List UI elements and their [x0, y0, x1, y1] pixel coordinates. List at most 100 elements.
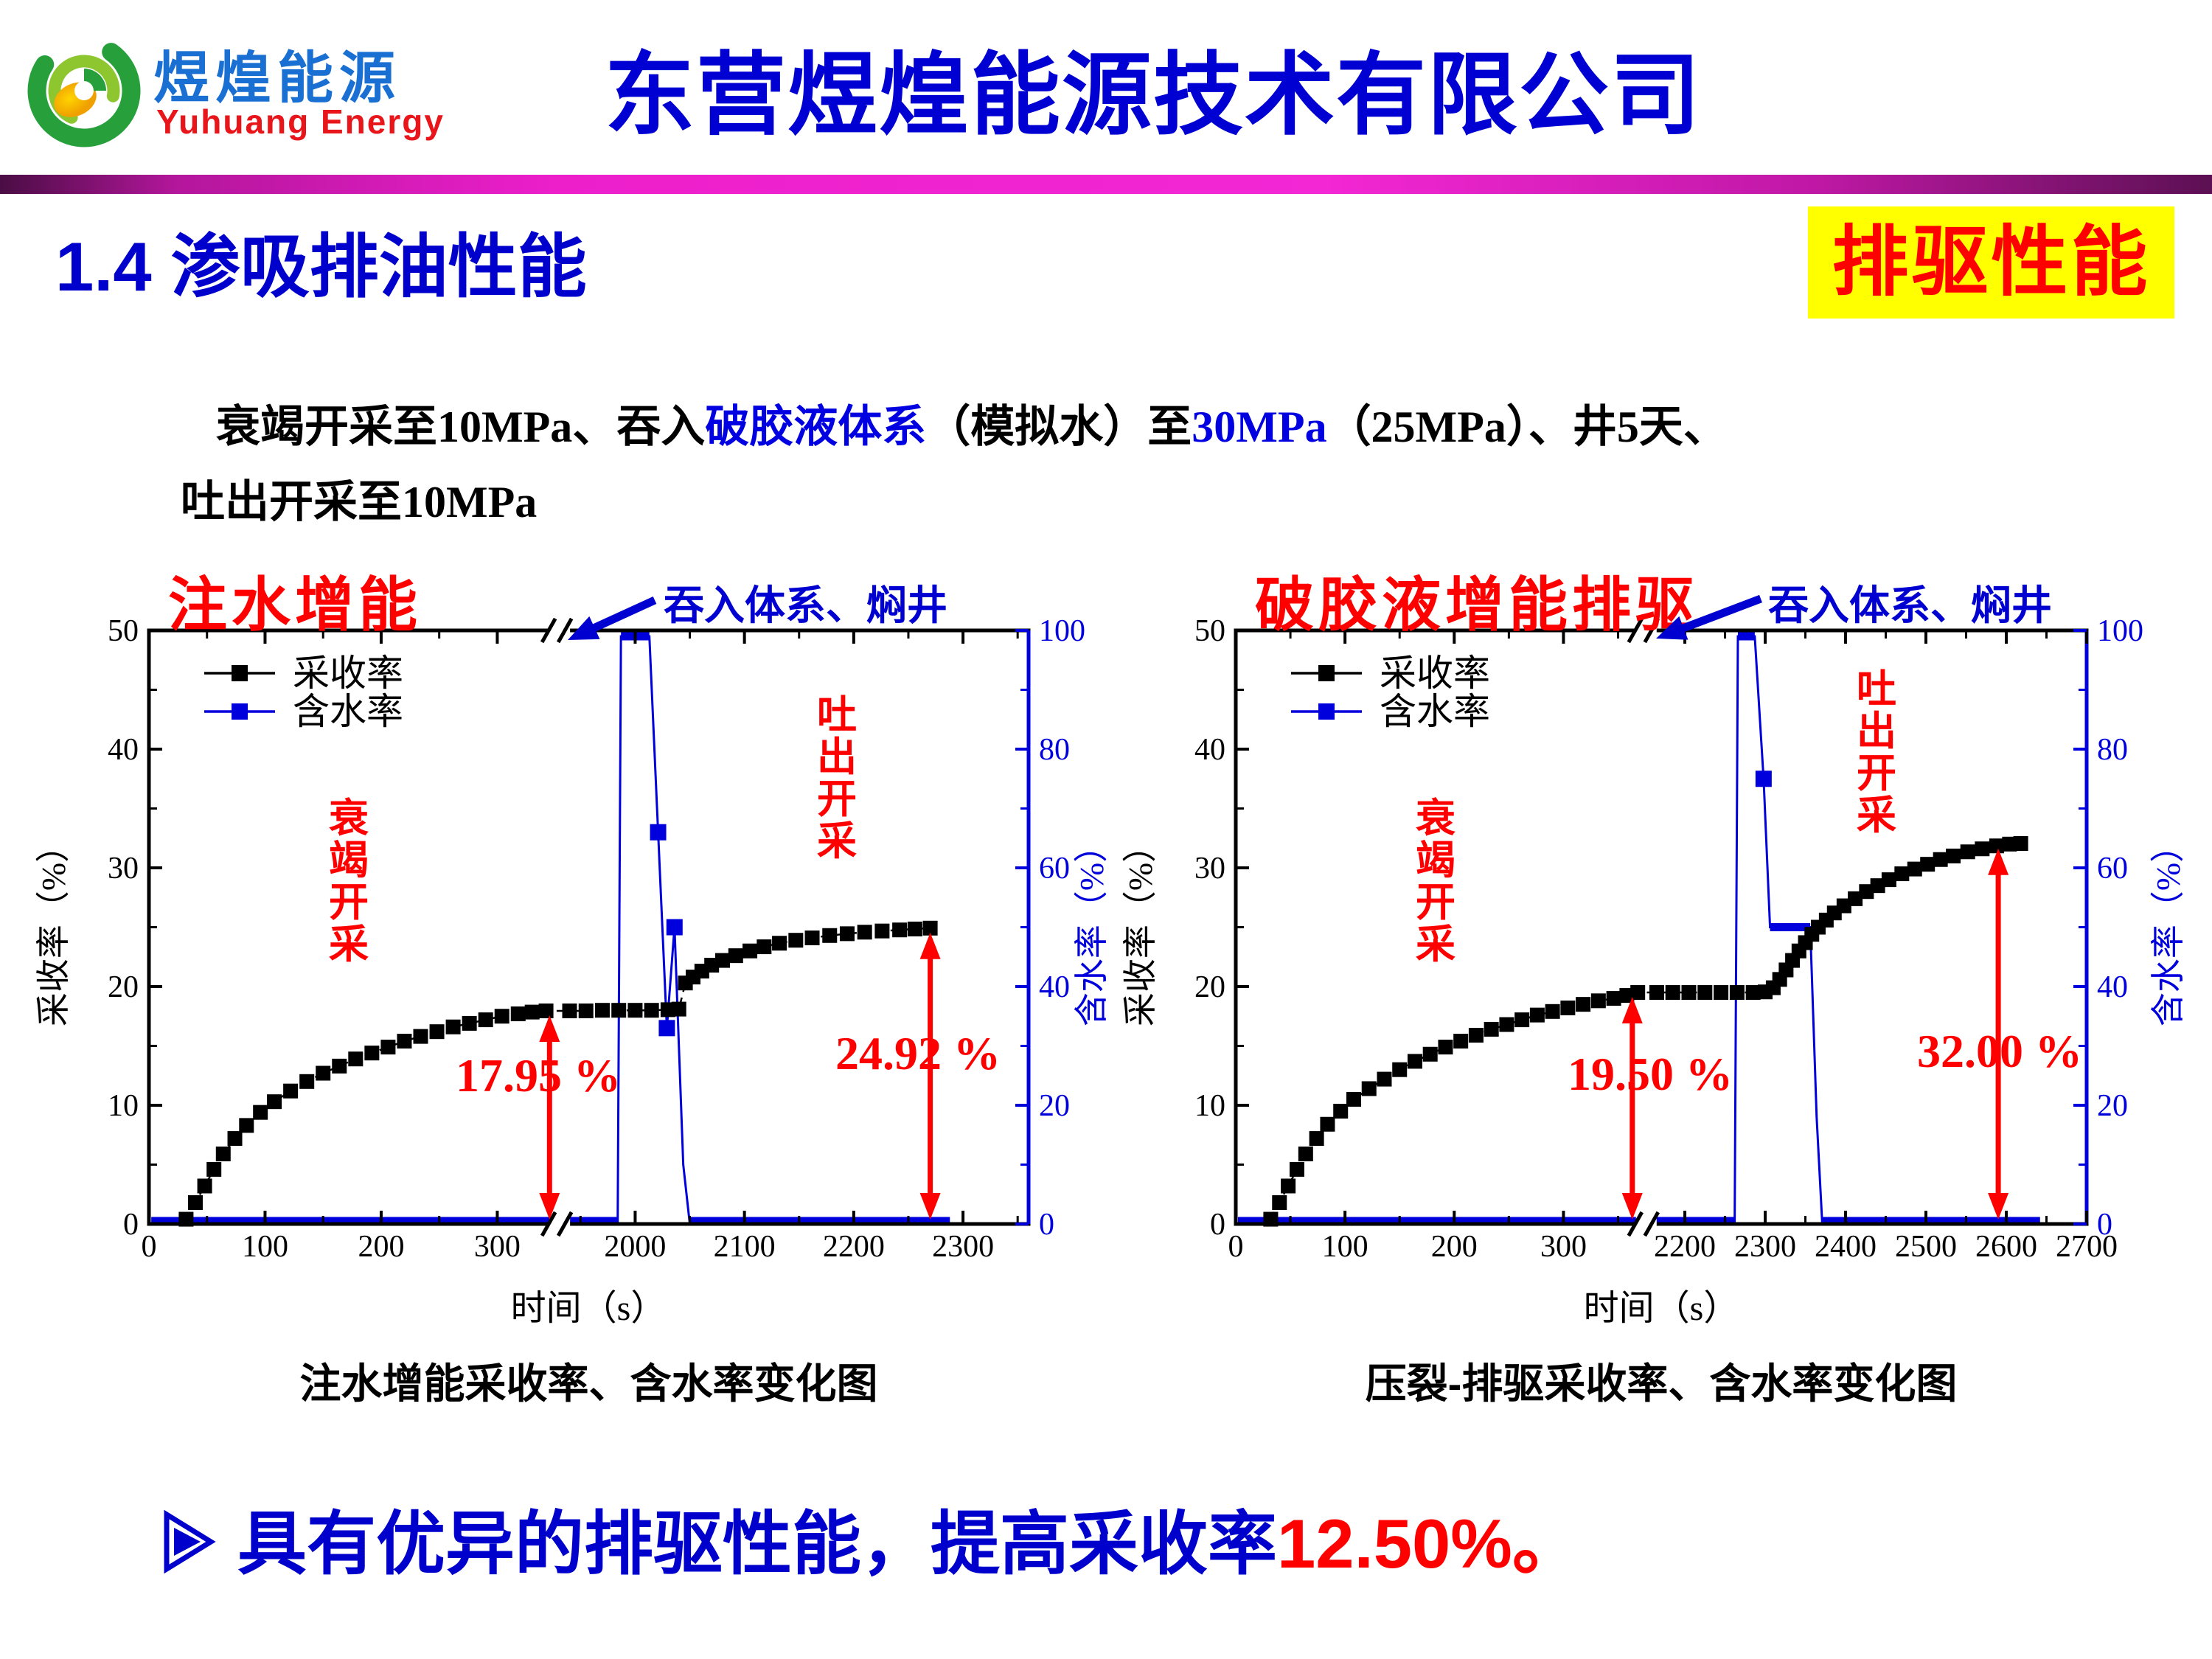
svg-text:50: 50: [1194, 614, 1225, 648]
svg-text:20: 20: [1194, 970, 1225, 1004]
svg-text:17.95 %: 17.95 %: [456, 1049, 621, 1102]
chart-stage-title: 注水增能: [168, 572, 422, 638]
svg-text:2600: 2600: [1975, 1230, 2037, 1264]
svg-text:时间（s）: 时间（s）: [1584, 1289, 1739, 1328]
intro-segment: 衰竭开采至10MPa、吞入: [216, 403, 706, 451]
svg-text:30: 30: [1194, 852, 1225, 886]
svg-text:含水率（%）: 含水率（%）: [1073, 829, 1110, 1026]
svg-text:2300: 2300: [1734, 1230, 1796, 1264]
series-water-content: [1237, 632, 2040, 1225]
chart-left: 0 100 200 300 2000 2100 2200 2300时间（s）010203040…: [35, 572, 1110, 1328]
svg-text:2500: 2500: [1895, 1230, 1957, 1264]
svg-text:采收率（%）: 采收率（%）: [35, 829, 72, 1026]
svg-text:10: 10: [1194, 1089, 1225, 1123]
x-axis: 0 100 200 300 2000 2100 2200 2300 时间（s）: [142, 630, 1019, 1328]
svg-text:0: 0: [1228, 1230, 1244, 1264]
intro-line-1: 衰竭开采至10MPa、吞入破胶液体系（模拟水）至30MPa（25MPa）、井5天…: [181, 389, 1877, 465]
svg-text:20: 20: [108, 970, 139, 1004]
svg-text:200: 200: [358, 1230, 404, 1264]
company-title: 东营煜煌能源技术有限公司: [605, 45, 1702, 145]
svg-text:时间（s）: 时间（s）: [511, 1289, 667, 1328]
svg-text:40: 40: [1039, 970, 1070, 1004]
y-axis-water: 0 20 40 60 80 100 含水率（%）: [2073, 614, 2187, 1242]
x-axis: 0 100 200 300 2200 2300 2400 2500 2600 2700 时间（s）: [1228, 630, 2118, 1328]
stage-label: 吐出开采: [1857, 667, 1896, 838]
svg-text:含水率（%）: 含水率（%）: [2149, 829, 2187, 1026]
svg-text:60: 60: [2097, 852, 2128, 886]
svg-text:含水率: 含水率: [1380, 691, 1490, 732]
svg-text:0: 0: [2097, 1208, 2112, 1242]
svg-text:2400: 2400: [1815, 1230, 1877, 1264]
y-axis-recovery: 0 10 20 30 40 50 采收率（%）: [35, 614, 162, 1242]
chart-right: 0 100 200 300 2200 2300 2400 2500 2600 2700时间（s）0…: [1121, 572, 2187, 1328]
svg-text:0: 0: [1210, 1208, 1225, 1242]
value-annotation: 17.95 %: [456, 1015, 621, 1220]
svg-text:24.92 %: 24.92 %: [835, 1027, 1001, 1079]
value-annotation: 19.50 %: [1568, 997, 1733, 1220]
intro-paragraph: 衰竭开采至10MPa、吞入破胶液体系（模拟水）至30MPa（25MPa）、井5天…: [181, 389, 1877, 540]
conclusion-text: 具有优异的排驱性能，提高采收率: [237, 1505, 1278, 1582]
svg-text:2700: 2700: [2056, 1230, 2118, 1264]
svg-text:20: 20: [1039, 1089, 1070, 1123]
conclusion-line: 具有优异的排驱性能，提高采收率12.50%。: [164, 1488, 1582, 1588]
intro-segment: （25MPa）、井5天、: [1326, 403, 1728, 451]
series-water-content: [151, 632, 950, 1225]
svg-text:2200: 2200: [823, 1230, 885, 1264]
value-annotation: 24.92 %: [835, 932, 1001, 1220]
svg-text:含水率: 含水率: [293, 691, 403, 732]
svg-text:2200: 2200: [1654, 1230, 1716, 1264]
svg-text:40: 40: [2097, 970, 2128, 1004]
svg-text:80: 80: [2097, 733, 2128, 767]
svg-text:20: 20: [2097, 1089, 2128, 1123]
value-annotation: 32.00 %: [1917, 848, 2082, 1220]
callout-imbibition: 吞入体系、焖井: [568, 582, 947, 640]
logo-chinese-name: 煜煌能源: [153, 47, 401, 110]
intro-line-2: 吐出开采至10MPa: [181, 478, 538, 526]
svg-text:32.00 %: 32.00 %: [1917, 1025, 2082, 1077]
header-divider-bar: [0, 175, 2212, 194]
logo-english-name: Yuhuang Energy: [156, 102, 445, 141]
svg-text:2300: 2300: [932, 1230, 994, 1264]
company-logo-icon: [27, 34, 141, 147]
y-axis-recovery: 0 10 20 30 40 50 采收率（%）: [1121, 614, 1249, 1242]
intro-segment: 破胶液体系: [705, 403, 927, 451]
y-axis-water: 0 20 40 60 80 100 含水率（%）: [1015, 614, 1110, 1242]
svg-text:200: 200: [1431, 1230, 1478, 1264]
left-chart-caption: 注水增能采收率、含水率变化图: [299, 1360, 878, 1407]
charts-canvas: 0 100 200 300 2000 2100 2200 2300时间（s）010203040…: [35, 572, 2187, 1328]
series-recovery-rate: [1263, 835, 2028, 1227]
plot-frame: [1234, 617, 2089, 1237]
svg-text:采收率: 采收率: [293, 653, 403, 694]
svg-text:50: 50: [108, 614, 139, 648]
svg-text:吞入体系、焖井: 吞入体系、焖井: [664, 582, 947, 628]
right-chart-caption: 压裂-排驱采收率、含水率变化图: [1365, 1360, 1958, 1407]
svg-text:0: 0: [123, 1208, 139, 1242]
svg-text:采收率（%）: 采收率（%）: [1121, 829, 1159, 1026]
svg-text:19.50 %: 19.50 %: [1568, 1048, 1733, 1100]
chart-stage-title: 破胶液增能排驱: [1255, 572, 1699, 638]
stage-label: 衰竭开采: [1416, 796, 1455, 967]
svg-text:30: 30: [108, 852, 139, 886]
svg-text:10: 10: [108, 1089, 139, 1123]
svg-text:100: 100: [242, 1230, 288, 1264]
svg-text:60: 60: [1039, 852, 1070, 886]
svg-text:100: 100: [2097, 614, 2143, 648]
arrow-bullet-icon: [164, 1509, 216, 1574]
svg-text:2100: 2100: [714, 1230, 776, 1264]
performance-badge: 排驱性能: [1808, 206, 2174, 319]
svg-text:100: 100: [1039, 614, 1085, 648]
intro-segment: 30MPa: [1192, 403, 1327, 451]
svg-text:300: 300: [1540, 1230, 1587, 1264]
performance-badge-label: 排驱性能: [1832, 220, 2151, 305]
svg-text:2000: 2000: [604, 1230, 666, 1264]
svg-text:0: 0: [1039, 1208, 1054, 1242]
svg-text:100: 100: [1322, 1230, 1368, 1264]
svg-text:吞入体系、焖井: 吞入体系、焖井: [1768, 582, 2052, 628]
stage-label: 吐出开采: [817, 693, 857, 863]
svg-text:0: 0: [142, 1230, 157, 1264]
svg-text:40: 40: [108, 733, 139, 767]
svg-text:80: 80: [1039, 733, 1070, 767]
svg-text:300: 300: [474, 1230, 521, 1264]
